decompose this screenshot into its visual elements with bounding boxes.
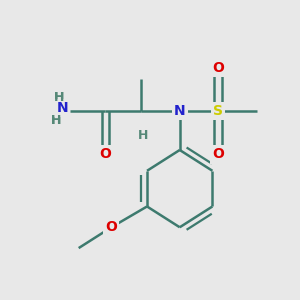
Text: O: O <box>212 148 224 161</box>
Text: O: O <box>212 61 224 75</box>
Text: S: S <box>213 104 224 118</box>
Text: S: S <box>213 104 224 119</box>
Text: N: N <box>56 101 68 116</box>
Text: O: O <box>212 148 224 161</box>
Text: O: O <box>100 148 111 161</box>
Text: H: H <box>137 129 148 142</box>
Text: O: O <box>100 148 111 161</box>
Text: N: N <box>174 104 185 118</box>
Text: O: O <box>105 220 117 234</box>
Text: H: H <box>54 92 64 104</box>
Text: H: H <box>51 114 62 127</box>
Text: O: O <box>105 220 117 234</box>
Text: H: H <box>51 114 62 127</box>
Text: H: H <box>137 129 148 142</box>
Text: N: N <box>56 101 68 116</box>
Text: O: O <box>212 61 224 75</box>
Text: N: N <box>174 104 185 118</box>
Text: H: H <box>54 92 64 104</box>
